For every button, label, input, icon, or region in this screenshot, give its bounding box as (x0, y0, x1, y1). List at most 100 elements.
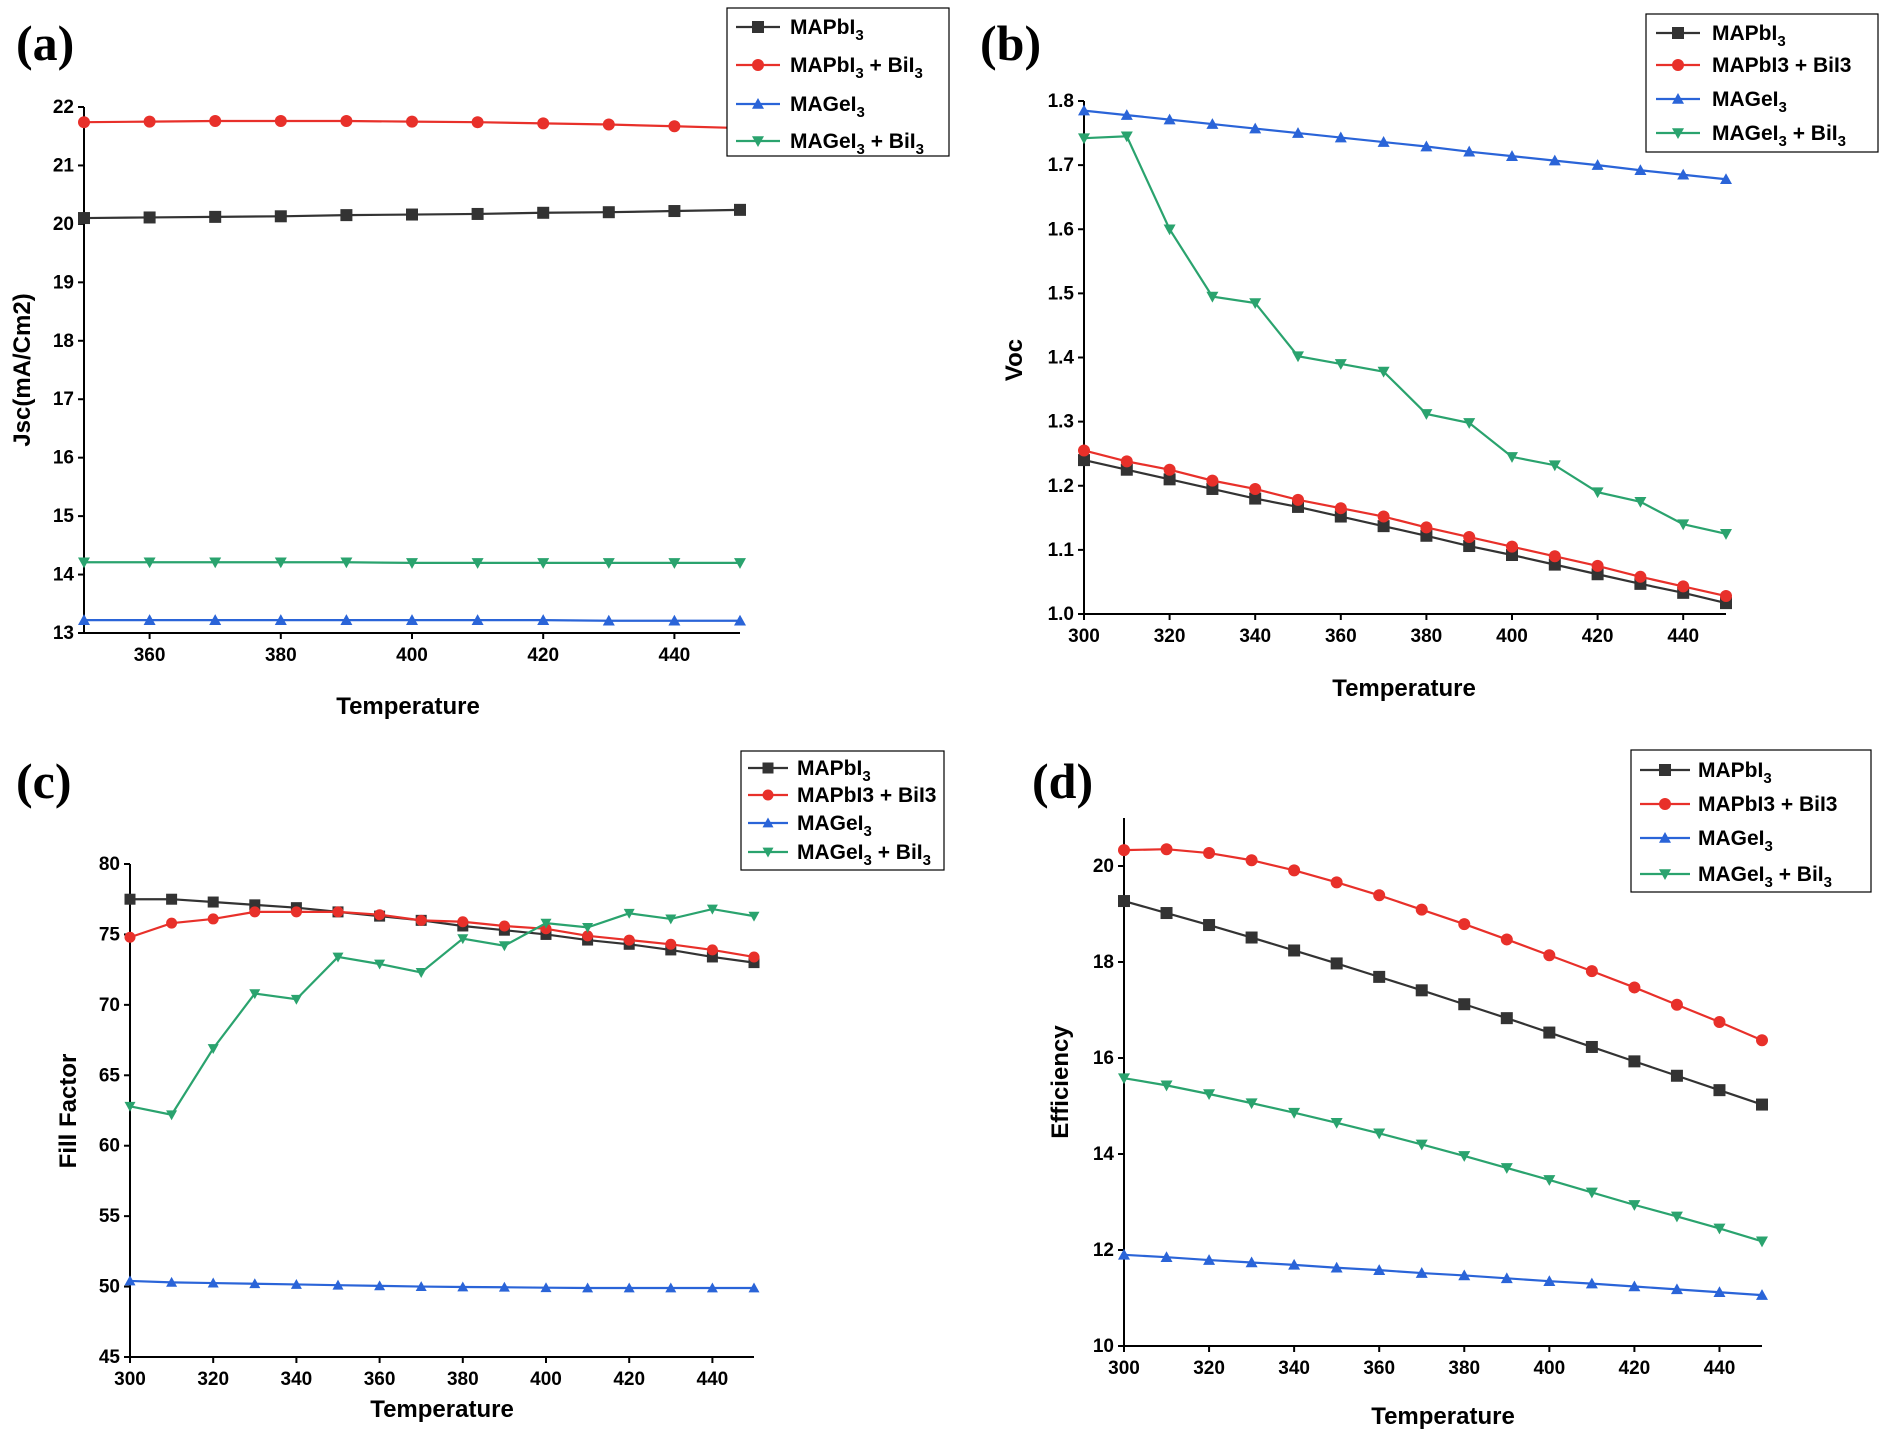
data-point (1458, 918, 1471, 931)
data-point (1377, 366, 1390, 378)
data-point (1288, 1107, 1301, 1119)
series-line (129, 1279, 754, 1290)
x-tick-label: 420 (1582, 626, 1614, 647)
y-tick-label: 17 (53, 389, 74, 410)
data-point (602, 118, 615, 131)
y-tick-label: 18 (1093, 952, 1114, 973)
data-point (1415, 1139, 1428, 1151)
data-point (1591, 159, 1604, 170)
data-point (166, 893, 178, 905)
data-point (1585, 1277, 1598, 1289)
data-point (602, 614, 615, 626)
data-point (1670, 1283, 1683, 1295)
data-point (1330, 1118, 1343, 1129)
data-point (540, 923, 552, 935)
data-point (1506, 150, 1518, 161)
data-point (207, 913, 219, 925)
data-point (1120, 455, 1133, 468)
legend-entry: MAGeI3 (1712, 88, 1787, 116)
data-point (1245, 1256, 1258, 1268)
data-point (207, 1044, 219, 1055)
data-point (1420, 529, 1433, 542)
series-4 (1118, 1073, 1768, 1248)
data-point (1548, 460, 1561, 472)
data-point (406, 614, 418, 625)
series-line (129, 907, 755, 1116)
data-point (582, 930, 594, 942)
legend-entry: MAPbI3 + BiI3 (1712, 54, 1851, 77)
data-point (1591, 487, 1604, 499)
y-tick-label: 14 (1093, 1144, 1115, 1165)
data-point (1206, 291, 1219, 303)
data-point (332, 906, 344, 918)
legend-swatch-marker (1672, 27, 1684, 39)
series-line (1123, 848, 1763, 1042)
data-point (748, 911, 760, 922)
data-point (748, 957, 760, 969)
data-point (1634, 496, 1647, 508)
data-point (1420, 521, 1433, 534)
data-point (124, 893, 136, 905)
series-3 (124, 1275, 760, 1293)
legend-entry: MAGeI3 + BiI3 (797, 841, 931, 869)
x-tick-label: 380 (1411, 626, 1443, 647)
data-point (1245, 1098, 1258, 1110)
legend-swatch-marker (1659, 869, 1671, 880)
y-tick-label: 1.8 (1048, 91, 1074, 112)
legend-swatch-marker (752, 21, 764, 33)
data-point (340, 557, 353, 569)
data-point (1292, 493, 1304, 506)
data-point (207, 896, 219, 908)
data-point (1420, 140, 1433, 152)
data-point (1163, 224, 1176, 236)
legend-swatch-marker (752, 59, 764, 71)
data-point (1415, 903, 1428, 916)
data-point (1206, 118, 1219, 129)
data-point (706, 944, 718, 956)
data-point (668, 614, 681, 626)
x-axis-title: Temperature (1332, 675, 1476, 702)
series-1 (78, 203, 746, 225)
data-point (143, 211, 156, 224)
legend-entry: MAPbI3 + BiI3 (1698, 793, 1837, 816)
x-tick-label: 360 (1363, 1358, 1395, 1379)
data-point (457, 934, 469, 945)
data-point (1543, 1026, 1556, 1039)
data-point (540, 1282, 552, 1293)
data-point (540, 928, 552, 940)
data-point (1206, 474, 1219, 487)
legend-entry: MAGeI3 (1698, 827, 1773, 855)
data-point (1245, 931, 1258, 944)
y-tick-label: 75 (99, 924, 121, 945)
legend-entry: MAGeI3 + BiI3 (1698, 863, 1832, 891)
data-point (1373, 1264, 1386, 1275)
y-tick-label: 1.3 (1048, 412, 1074, 433)
data-point (1288, 944, 1301, 957)
y-tick-label: 1.5 (1048, 283, 1075, 304)
data-point (1118, 1248, 1130, 1260)
legend: MAPbI3 MAPbI3 + BiI3 MAGeI3 MAGeI3 + BiI3 (726, 7, 950, 158)
y-axis-title: Voc (1001, 339, 1028, 381)
data-point (1203, 847, 1216, 860)
legend-swatch-marker (1672, 59, 1684, 71)
data-point (1458, 1269, 1471, 1281)
data-point (274, 614, 287, 625)
x-tick-label: 420 (1619, 1358, 1651, 1379)
x-tick-label: 320 (1193, 1358, 1225, 1379)
legend-swatch-marker (1672, 128, 1684, 139)
data-point (1506, 540, 1518, 553)
data-point (665, 938, 677, 950)
data-point (1373, 889, 1386, 902)
data-point (1330, 1261, 1343, 1273)
data-point (78, 557, 90, 569)
data-point (124, 1101, 136, 1112)
x-tick-label: 380 (447, 1369, 479, 1390)
y-tick-label: 21 (53, 155, 75, 176)
data-point (1415, 1267, 1428, 1278)
x-tick-label: 440 (1704, 1358, 1736, 1379)
data-point (209, 614, 222, 625)
data-point (1463, 145, 1476, 157)
data-point (498, 920, 510, 932)
data-point (1163, 473, 1176, 486)
legend-entry: MAGeI3 (790, 93, 865, 121)
